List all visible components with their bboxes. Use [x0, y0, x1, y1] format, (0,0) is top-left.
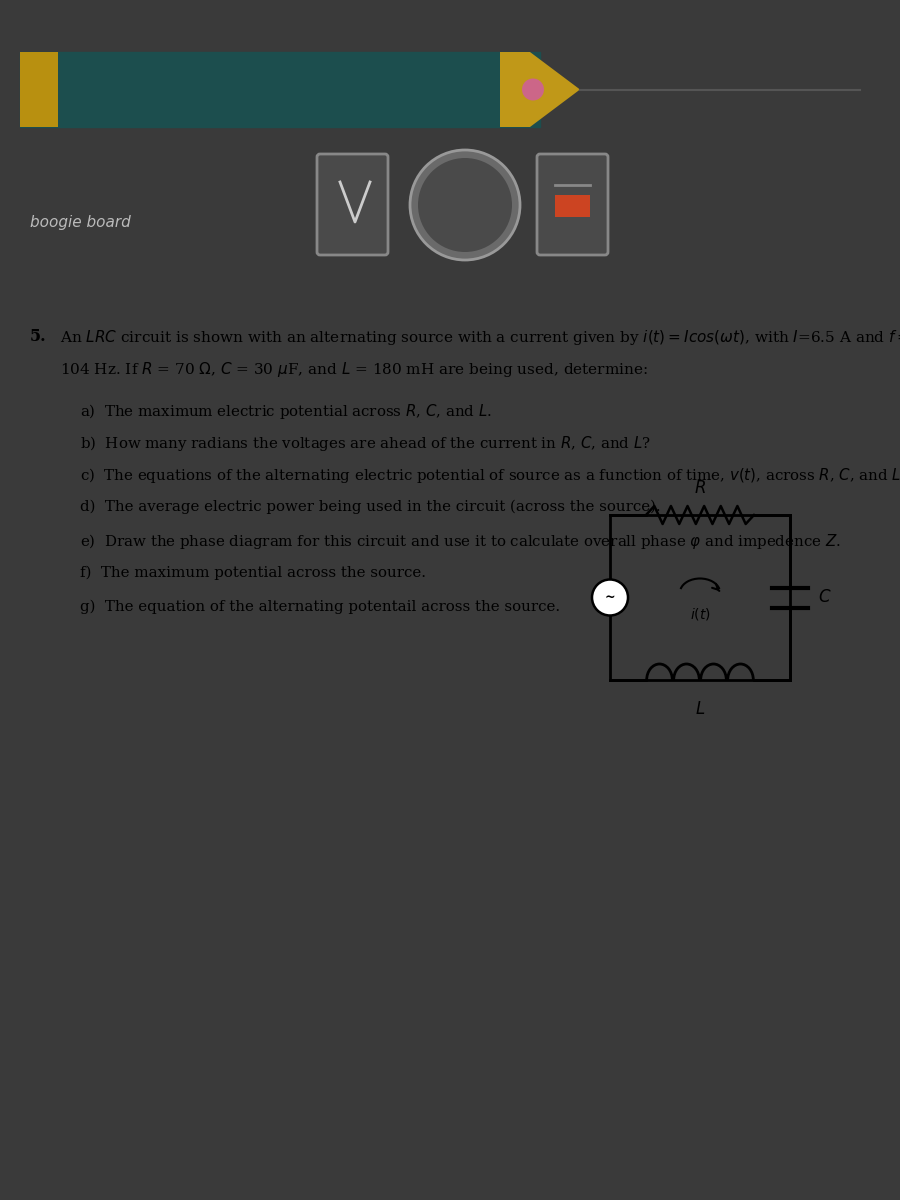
- Text: $C$: $C$: [818, 588, 832, 606]
- Polygon shape: [20, 52, 540, 127]
- Text: An $LRC$ circuit is shown with an alternating source with a current given by $i(: An $LRC$ circuit is shown with an altern…: [60, 328, 900, 347]
- Circle shape: [418, 158, 512, 252]
- Text: f)  The maximum potential across the source.: f) The maximum potential across the sour…: [80, 566, 426, 581]
- FancyBboxPatch shape: [317, 154, 388, 254]
- Text: c)  The equations of the alternating electric potential of source as a function : c) The equations of the alternating elec…: [80, 466, 900, 485]
- Circle shape: [522, 78, 544, 101]
- Text: d)  The average electric power being used in the circuit (across the source).: d) The average electric power being used…: [80, 500, 661, 515]
- Text: 5.: 5.: [30, 328, 47, 346]
- Text: 104 Hz. If $R$ = 70 $\Omega$, $C$ = 30 $\mu$F, and $L$ = 180 mH are being used, : 104 Hz. If $R$ = 70 $\Omega$, $C$ = 30 $…: [60, 360, 648, 379]
- Circle shape: [592, 580, 628, 616]
- Text: www: www: [688, 496, 713, 510]
- Text: b)  How many radians the voltages are ahead of the current in $R$, $C$, and $L$?: b) How many radians the voltages are ahe…: [80, 434, 651, 452]
- Bar: [555, 194, 590, 217]
- Text: e)  Draw the phase diagram for this circuit and use it to calculate overall phas: e) Draw the phase diagram for this circu…: [80, 532, 841, 551]
- Text: g)  The equation of the alternating potentail across the source.: g) The equation of the alternating poten…: [80, 600, 560, 614]
- Bar: [20, 52, 58, 127]
- FancyBboxPatch shape: [537, 154, 608, 254]
- Text: $i(t)$: $i(t)$: [689, 606, 710, 622]
- Circle shape: [410, 150, 520, 260]
- Text: a)  The maximum electric potential across $R$, $C$, and $L$.: a) The maximum electric potential across…: [80, 402, 492, 421]
- Bar: [500, 52, 530, 127]
- Text: ~: ~: [605, 590, 616, 604]
- Polygon shape: [530, 52, 580, 127]
- Text: $L$: $L$: [695, 700, 705, 718]
- Text: $R$: $R$: [694, 479, 706, 497]
- Text: boogie board: boogie board: [30, 215, 130, 229]
